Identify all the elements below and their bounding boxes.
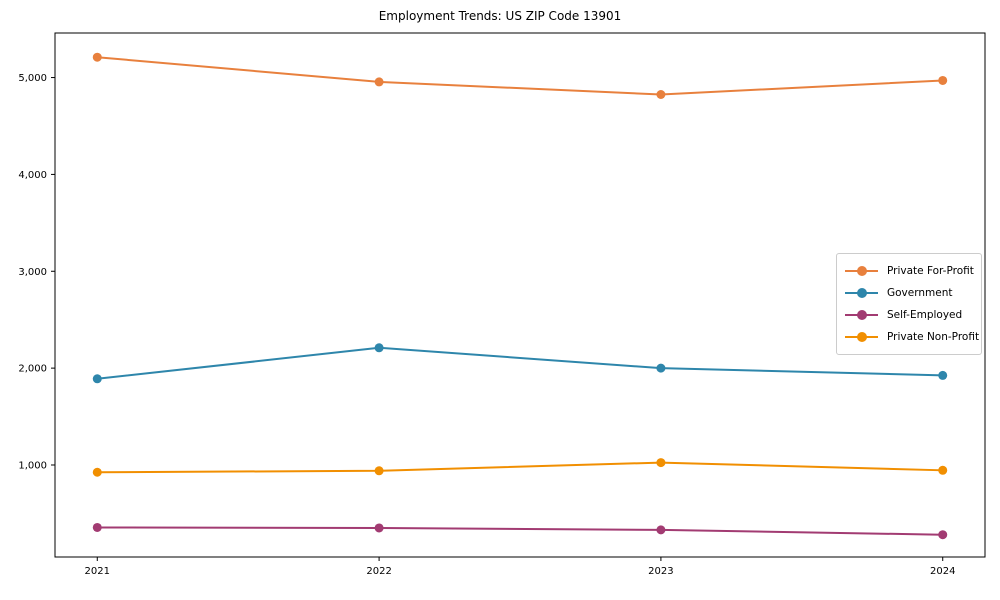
legend-item: Self-Employed xyxy=(845,304,972,326)
legend-item: Government xyxy=(845,282,972,304)
series-line xyxy=(97,461,943,474)
data-point xyxy=(92,374,102,384)
data-point xyxy=(374,523,384,533)
x-tick-label: 2022 xyxy=(366,566,391,577)
data-point xyxy=(92,52,102,62)
legend-label: Government xyxy=(887,287,953,299)
data-point xyxy=(374,343,384,353)
data-point xyxy=(938,75,948,85)
data-point xyxy=(656,363,666,373)
legend-label: Private For-Profit xyxy=(887,265,974,277)
legend-line-marker-swatch xyxy=(845,288,878,298)
data-point xyxy=(374,77,384,87)
y-tick-label: 3,000 xyxy=(18,267,47,278)
legend-item: Private Non-Profit xyxy=(845,326,979,348)
y-tick-label: 2,000 xyxy=(18,364,47,375)
y-tick-label: 1,000 xyxy=(18,460,47,471)
data-point xyxy=(938,465,948,475)
data-point xyxy=(92,522,102,532)
legend-line-marker-swatch xyxy=(845,266,878,276)
legend-line-marker-swatch xyxy=(845,310,878,320)
data-point xyxy=(938,530,948,540)
data-point xyxy=(656,525,666,535)
legend: Private For-Profit Government Self-Employe… xyxy=(836,253,982,355)
legend-label: Self-Employed xyxy=(887,309,963,321)
plot-area xyxy=(54,32,986,558)
x-tick-label: 2024 xyxy=(930,566,955,577)
legend-label: Private Non-Profit xyxy=(887,331,980,343)
data-point xyxy=(374,466,384,476)
data-point xyxy=(92,467,102,477)
chart-title: Employment Trends: US ZIP Code 13901 xyxy=(378,9,622,23)
data-point xyxy=(656,90,666,100)
x-tick-label: 2021 xyxy=(85,566,110,577)
data-point xyxy=(938,370,948,380)
series-line xyxy=(97,526,943,536)
legend-line-marker-swatch xyxy=(845,332,878,342)
data-point xyxy=(656,458,666,468)
series-line xyxy=(97,56,943,96)
y-tick-label: 5,000 xyxy=(18,73,47,84)
y-tick-label: 4,000 xyxy=(18,170,47,181)
x-tick-label: 2023 xyxy=(648,566,673,577)
series-line xyxy=(97,346,943,380)
legend-item: Private For-Profit xyxy=(845,260,974,282)
